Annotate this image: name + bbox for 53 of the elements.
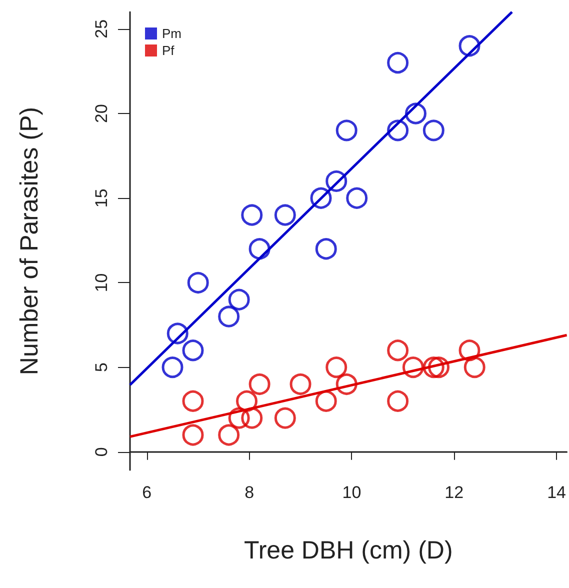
point bbox=[387, 120, 409, 142]
point bbox=[274, 407, 296, 429]
point bbox=[458, 340, 480, 362]
point bbox=[422, 120, 444, 142]
point bbox=[182, 340, 204, 362]
point bbox=[458, 35, 480, 57]
point bbox=[241, 407, 263, 429]
x-tick-label: 6 bbox=[142, 483, 152, 502]
y-axis-title: Number of Parasites (P) bbox=[16, 106, 44, 376]
point bbox=[387, 52, 409, 74]
y-tick-label: 15 bbox=[92, 188, 111, 208]
x-tick-label: 12 bbox=[444, 483, 464, 502]
point bbox=[162, 356, 184, 378]
point bbox=[387, 390, 409, 412]
point bbox=[182, 390, 204, 412]
y-tick-label: 20 bbox=[92, 104, 111, 123]
point bbox=[326, 170, 348, 192]
point bbox=[387, 340, 409, 362]
point bbox=[310, 187, 332, 209]
legend-label: Pm bbox=[162, 26, 182, 41]
point bbox=[402, 356, 424, 378]
point bbox=[422, 356, 444, 378]
point bbox=[326, 356, 348, 378]
point bbox=[218, 424, 240, 446]
point bbox=[405, 102, 426, 124]
point bbox=[228, 288, 250, 310]
y-tick-label: 5 bbox=[92, 362, 111, 372]
point bbox=[346, 187, 368, 209]
y-tick-label: 0 bbox=[92, 447, 111, 457]
point bbox=[315, 238, 337, 260]
point bbox=[241, 204, 263, 226]
x-axis-title: Tree DBH (cm) (D) bbox=[244, 536, 453, 564]
point bbox=[248, 238, 270, 260]
point bbox=[336, 373, 358, 395]
legend-label: Pf bbox=[162, 43, 175, 58]
y-tick-label: 25 bbox=[92, 19, 111, 38]
point bbox=[248, 373, 270, 395]
point bbox=[218, 306, 240, 328]
point bbox=[336, 120, 358, 142]
point bbox=[290, 373, 312, 395]
x-tick-label: 10 bbox=[342, 483, 362, 502]
point bbox=[236, 390, 258, 412]
point bbox=[182, 424, 204, 446]
point bbox=[464, 356, 486, 378]
point bbox=[428, 356, 450, 378]
point bbox=[274, 204, 296, 226]
point bbox=[315, 390, 337, 412]
x-tick-label: 8 bbox=[244, 483, 254, 502]
point bbox=[166, 322, 188, 344]
y-tick-label: 10 bbox=[92, 273, 111, 292]
point bbox=[228, 407, 250, 429]
point bbox=[187, 272, 209, 294]
x-tick-label: 14 bbox=[547, 483, 566, 502]
